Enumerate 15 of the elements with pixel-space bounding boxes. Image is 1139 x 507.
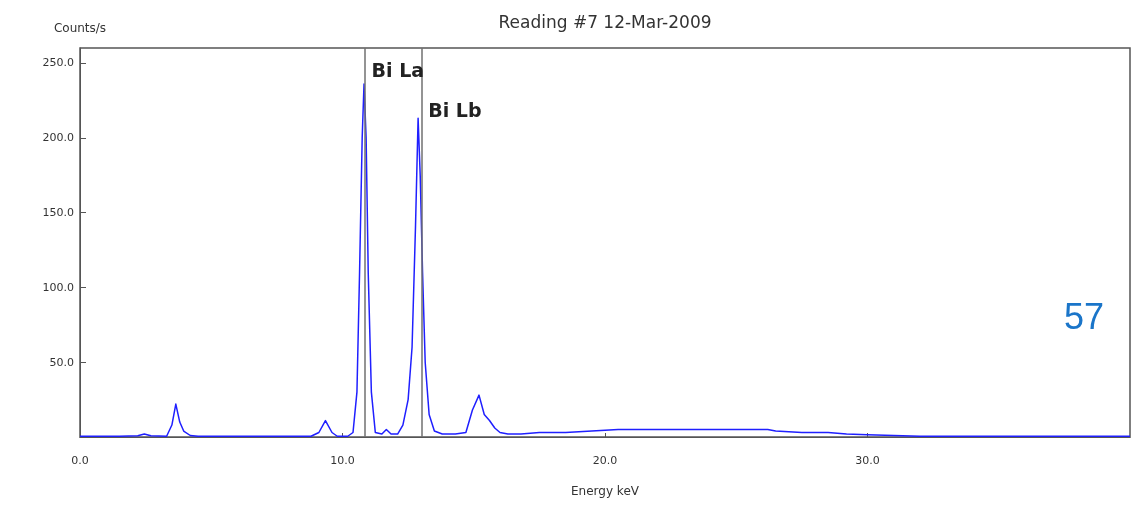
y-tick-label: 50.0 <box>49 355 74 369</box>
y-tick-label: 250.0 <box>42 56 74 70</box>
y-tick-label: 150.0 <box>42 206 74 220</box>
ref-line-label: Bi La <box>371 58 425 81</box>
x-tick-label: 10.0 <box>330 454 355 467</box>
x-tick-label: 30.0 <box>855 454 880 467</box>
x-axis-title: Energy keV <box>571 484 640 498</box>
y-axis-title: Counts/s <box>53 21 107 35</box>
x-tick-label: 0.0 <box>71 454 89 467</box>
y-tick-label: 100.0 <box>42 280 74 294</box>
ref-line-label: Bi Lb <box>428 98 482 121</box>
chart-title: Reading #7 12-Mar-2009 <box>498 11 712 32</box>
annotation: 57 <box>1063 295 1104 337</box>
y-tick-label: 200.0 <box>42 131 74 145</box>
x-tick-label: 20.0 <box>592 454 618 467</box>
